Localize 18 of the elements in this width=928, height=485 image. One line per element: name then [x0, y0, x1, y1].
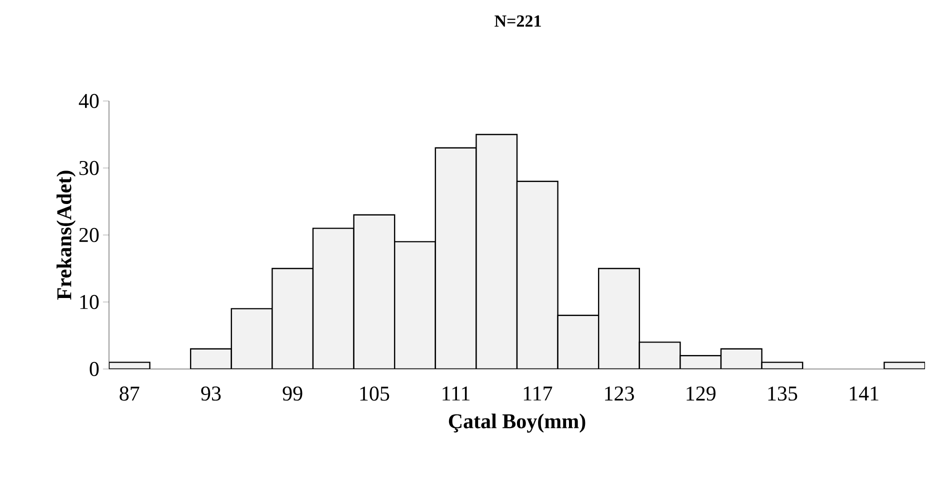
x-tick-label: 135: [768, 386, 798, 401]
x-tick-label: 141: [850, 386, 878, 400]
x-axis-title: Çatal Boy(mm): [448, 414, 586, 433]
chart-title: N=221: [494, 15, 541, 27]
y-tick-label: 0: [90, 362, 99, 376]
x-tick-label: 99: [282, 386, 302, 401]
x-tick-label: 105: [360, 386, 390, 401]
y-tick-label: 40: [78, 94, 99, 108]
x-tick-label: 129: [686, 386, 716, 401]
y-tick-label: 20: [79, 228, 99, 242]
x-tick-label: 123: [605, 386, 634, 401]
x-tick-label: 117: [524, 386, 552, 400]
y-axis-title: Frekans(Adet): [56, 170, 76, 300]
y-tick-label: 10: [80, 294, 99, 310]
x-tick-label: 87: [120, 386, 140, 401]
y-tick-label: 30: [79, 160, 99, 176]
x-tick-label: 93: [201, 386, 221, 401]
x-tick-label: 111: [442, 386, 470, 400]
